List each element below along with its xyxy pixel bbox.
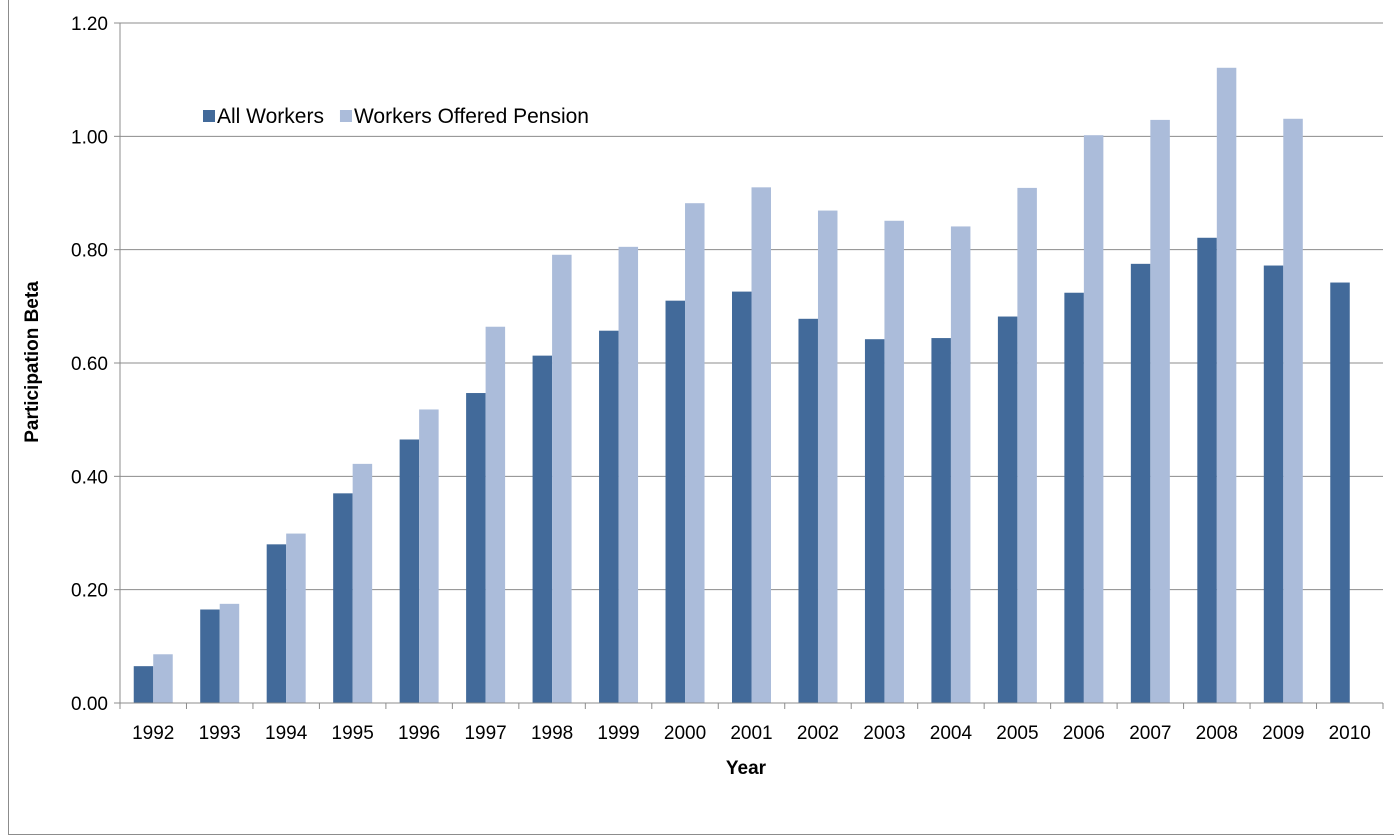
bar-all-workers-2007 — [1130, 263, 1151, 703]
bar-workers-offered-pension-2006 — [1083, 135, 1104, 703]
bar-workers-offered-pension-2004 — [950, 226, 971, 703]
bar-all-workers-1997 — [466, 393, 486, 703]
legend-swatch-workers-offered-pension — [339, 110, 352, 122]
bar-workers-offered-pension-2002 — [817, 210, 838, 704]
bar-workers-offered-pension-2009 — [1283, 118, 1303, 704]
y-tick-labels: 0.00 0.20 0.40 0.60 0.80 1.00 1.20 — [71, 14, 108, 715]
bar-all-workers-1994 — [266, 544, 287, 703]
x-tick-label-2004: 2004 — [930, 723, 973, 744]
bar-all-workers-1995 — [333, 493, 353, 703]
x-tick-label-2006: 2006 — [1063, 723, 1105, 744]
y-tick-label: 0.60 — [71, 354, 108, 375]
x-tick-label-1998: 1998 — [531, 723, 573, 744]
legend-label-workers-offered-pension: Workers Offered Pension — [354, 105, 589, 128]
x-tick-label-2001: 2001 — [730, 723, 772, 744]
bar-all-workers-2005 — [997, 316, 1018, 703]
x-tick-label-1992: 1992 — [132, 723, 174, 744]
y-axis-title: Participation Beta — [22, 281, 43, 443]
bar-workers-offered-pension-1993 — [219, 603, 240, 703]
x-tick-label-1997: 1997 — [464, 723, 506, 744]
x-tick-label-2009: 2009 — [1262, 723, 1304, 744]
bar-all-workers-2006 — [1064, 292, 1084, 703]
legend-swatch-all-workers — [203, 110, 215, 122]
x-tick-label-2010: 2010 — [1329, 723, 1371, 744]
bar-workers-offered-pension-1997 — [485, 326, 506, 703]
bar-all-workers-2010 — [1330, 282, 1350, 703]
bar-workers-offered-pension-1999 — [618, 246, 639, 704]
x-tick-label-1996: 1996 — [398, 723, 440, 744]
y-tick-label: 1.20 — [71, 14, 108, 35]
y-tick-label: 0.80 — [71, 241, 108, 262]
x-tick-label-1993: 1993 — [199, 723, 241, 744]
chart-frame — [8, 0, 1394, 835]
bars — [133, 67, 1350, 704]
legend: All Workers Workers Offered Pension — [203, 105, 589, 128]
y-tick-label: 0.20 — [71, 581, 108, 602]
bar-workers-offered-pension-1998 — [552, 254, 572, 703]
bar-workers-offered-pension-1994 — [286, 533, 306, 703]
x-tick-labels: 1992 1993 1994 1995 1996 1997 1998 1999 2000 2001… — [132, 723, 1371, 744]
y-tick-label: 0.40 — [71, 467, 108, 488]
bar-workers-offered-pension-1992 — [153, 654, 173, 703]
bar-workers-offered-pension-1996 — [419, 409, 439, 703]
bar-workers-offered-pension-2008 — [1216, 67, 1237, 704]
bar-workers-offered-pension-2005 — [1017, 187, 1037, 703]
x-tick-label-1994: 1994 — [265, 723, 308, 744]
bar-all-workers-1992 — [133, 666, 154, 703]
x-tick-label-1995: 1995 — [332, 723, 374, 744]
bar-all-workers-2008 — [1197, 237, 1217, 703]
bar-workers-offered-pension-2000 — [685, 203, 705, 703]
x-tick-label-2003: 2003 — [863, 723, 905, 744]
x-tick-label-2000: 2000 — [664, 723, 706, 744]
x-tick-label-2007: 2007 — [1129, 723, 1171, 744]
bar-all-workers-2003 — [864, 339, 885, 703]
axes — [114, 22, 1384, 709]
bar-all-workers-1996 — [399, 439, 420, 703]
x-tick-label-2002: 2002 — [797, 723, 839, 744]
x-axis-title: Year — [726, 758, 767, 779]
bar-all-workers-2001 — [732, 291, 752, 703]
bar-all-workers-2004 — [931, 338, 951, 703]
bar-all-workers-2000 — [665, 300, 686, 703]
legend-label-all-workers: All Workers — [217, 105, 324, 128]
bar-all-workers-2009 — [1263, 265, 1284, 703]
y-tick-label: 0.00 — [71, 694, 108, 715]
x-tick-label-2008: 2008 — [1196, 723, 1238, 744]
y-tick-label: 1.00 — [71, 127, 108, 148]
bar-workers-offered-pension-1995 — [352, 463, 373, 703]
bar-workers-offered-pension-2007 — [1150, 119, 1170, 703]
bar-all-workers-1999 — [599, 330, 619, 703]
x-tick-label-1999: 1999 — [597, 723, 639, 744]
bar-workers-offered-pension-2003 — [884, 220, 904, 703]
bar-workers-offered-pension-2001 — [751, 187, 771, 704]
x-tick-label-2005: 2005 — [996, 723, 1038, 744]
bar-all-workers-1993 — [200, 609, 220, 703]
bar-all-workers-1998 — [532, 355, 553, 703]
bar-all-workers-2002 — [798, 318, 818, 703]
